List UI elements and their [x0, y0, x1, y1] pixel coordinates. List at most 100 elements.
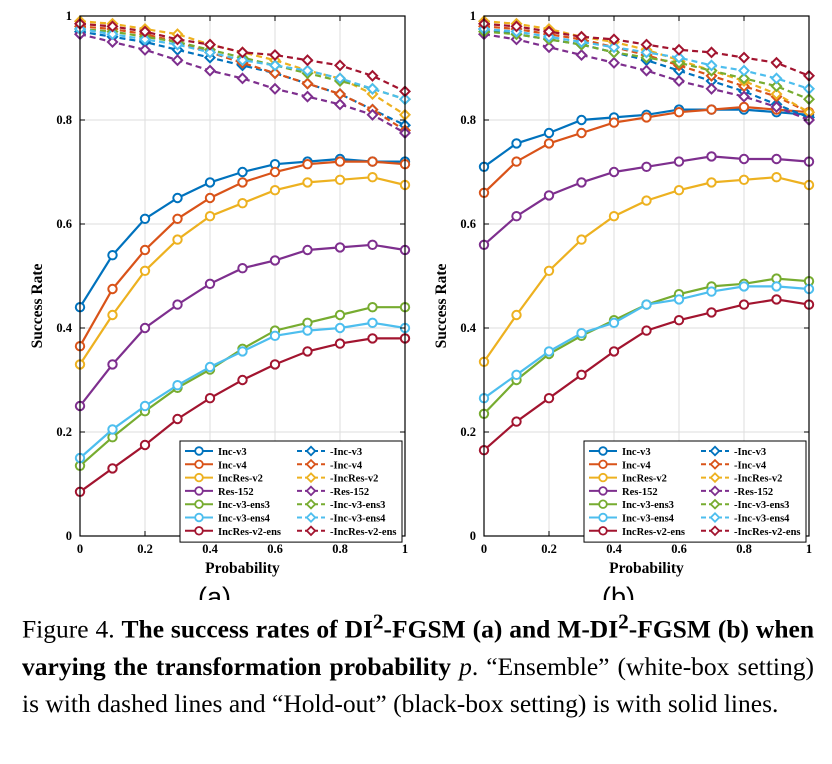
legend-marker — [305, 445, 317, 457]
data-point — [172, 299, 183, 310]
data-point — [706, 177, 717, 188]
caption-rest: . “Ensemble” (white-box setting) is with… — [22, 651, 815, 718]
x-tick-label: 1 — [806, 542, 812, 556]
legend-item: -IncRes-v2 — [701, 472, 782, 485]
legend-item: -IncRes-v2-ens — [701, 525, 801, 538]
legend-label: -IncRes-v2-ens — [734, 527, 801, 538]
legend-label: -Res-152 — [734, 487, 773, 498]
data-point — [737, 51, 751, 64]
data-point — [673, 294, 685, 305]
data-point — [203, 46, 217, 59]
series-incres-v2-ens — [478, 294, 815, 456]
legend-marker — [305, 512, 317, 523]
x-axis-label: Probability — [205, 560, 280, 577]
data-point — [107, 283, 118, 295]
series-line — [79, 25, 406, 132]
legend-marker — [194, 526, 204, 536]
y-tick-label: 0.2 — [56, 425, 72, 439]
data-point — [204, 278, 216, 289]
data-point — [575, 30, 588, 43]
chart-panel-b: 0 0.2 0.4 0.6 0.8 1 0 0.2 0.4 0.6 0.8 1 Probability S… — [433, 9, 816, 600]
data-point — [172, 380, 183, 391]
figure: 0 0.2 0.4 0.6 0.8 1 0 0.2 0.4 0.6 0.8 1 Probability S… — [29, 9, 816, 600]
data-point — [738, 281, 750, 292]
data-point — [237, 346, 248, 357]
legend-marker — [194, 472, 204, 483]
data-point — [770, 56, 783, 69]
y-tick-label: 0.8 — [56, 113, 72, 127]
data-point — [301, 54, 314, 67]
data-point — [366, 108, 379, 121]
data-point — [706, 104, 717, 115]
legend-label: -Inc-v3-ens4 — [734, 514, 790, 525]
data-point — [542, 25, 556, 38]
legend-label: IncRes-v2-ens — [622, 527, 685, 538]
legend-item: Inc-v3-ens4 — [185, 512, 271, 525]
data-point — [302, 177, 313, 188]
x-tick-label: 0.4 — [202, 542, 218, 556]
legend-marker — [598, 499, 608, 509]
legend-item: Inc-v3 — [185, 446, 247, 458]
x-tick-label: 0.6 — [671, 542, 687, 556]
legend-item: -Inc-v4 — [297, 458, 363, 471]
y-tick-label: 0.4 — [56, 321, 72, 335]
legend-marker — [598, 512, 608, 523]
data-point — [673, 315, 685, 326]
data-point — [607, 41, 621, 54]
data-point — [770, 80, 783, 93]
data-point — [106, 28, 119, 41]
legend-item: -IncRes-v2-ens — [297, 525, 397, 538]
y-tick-label: 1 — [470, 9, 476, 23]
data-point — [576, 369, 587, 380]
legend-item: -Inc-v3-ens3 — [297, 498, 385, 511]
series-res-152 — [478, 151, 815, 251]
x-tick-label: 0.8 — [332, 542, 348, 556]
legend-label: Inc-v3 — [622, 447, 651, 458]
legend-item: Res-152 — [589, 486, 658, 498]
data-point — [269, 255, 281, 266]
legend-item: Inc-v3-ens4 — [589, 512, 675, 525]
legend-label: Inc-v3-ens4 — [622, 514, 675, 525]
data-point — [236, 72, 249, 85]
caption-sup-2: 2 — [618, 609, 629, 633]
caption-bold-3: -FGSM (b) when varying the transformatio… — [22, 614, 814, 681]
x-tick-label: 0.2 — [137, 542, 153, 556]
data-point — [269, 330, 281, 341]
data-point — [771, 281, 782, 292]
legend-label: -Inc-v3-ens4 — [330, 514, 386, 525]
data-point — [203, 38, 217, 51]
data-point — [706, 286, 717, 297]
data-point — [641, 161, 652, 173]
legend-marker — [709, 525, 721, 537]
data-point — [640, 64, 653, 77]
data-point — [333, 98, 347, 111]
y-tick-label: 0 — [470, 529, 476, 543]
y-tick-label: 0.6 — [56, 217, 72, 231]
legend: Inc-v3 Inc-v4 IncRes-v2 Res-152 Inc-v3-ens3 I… — [179, 440, 403, 543]
y-tick-label: 0.8 — [460, 113, 476, 127]
data-point — [575, 48, 588, 62]
data-point — [771, 153, 782, 165]
data-point — [236, 46, 249, 59]
y-axis-label: Success Rate — [433, 263, 450, 348]
data-point — [334, 242, 346, 253]
legend-item: -Res-152 — [297, 485, 369, 498]
legend-label: -IncRes-v2 — [734, 474, 782, 485]
data-point — [608, 211, 620, 222]
data-point — [139, 439, 151, 451]
legend-label: -IncRes-v2 — [330, 474, 378, 485]
data-point — [138, 33, 152, 46]
legend-marker — [709, 512, 721, 523]
data-point — [771, 172, 782, 183]
legend-label: Res-152 — [622, 487, 658, 498]
x-tick-label: 0 — [77, 542, 83, 556]
data-point — [576, 127, 587, 139]
legend-item: -Inc-v3-ens4 — [701, 512, 790, 525]
data-point — [367, 239, 378, 251]
data-point — [204, 177, 216, 188]
legend-marker — [305, 472, 317, 484]
data-point — [608, 317, 620, 328]
data-point — [301, 90, 314, 103]
data-point — [705, 46, 718, 59]
legend-item: IncRes-v2-ens — [185, 526, 281, 538]
